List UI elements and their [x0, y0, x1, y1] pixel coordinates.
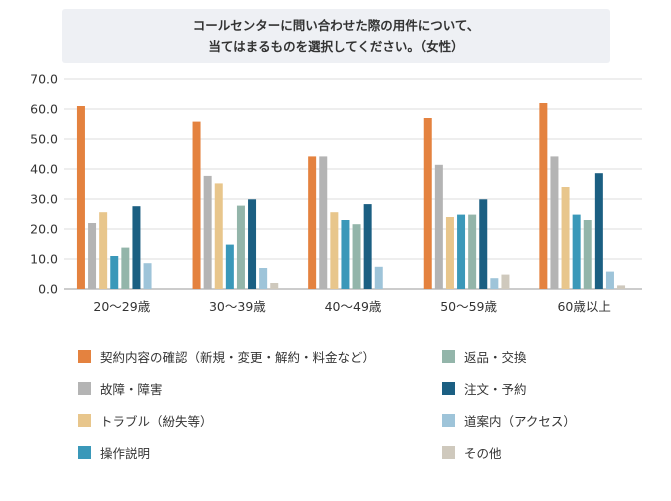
- legend-item: 故障・障害: [78, 379, 163, 398]
- legend-label: 故障・障害: [100, 382, 163, 397]
- y-tick-label: 50.0: [30, 132, 58, 147]
- bar: [605, 271, 614, 289]
- legend-label: 道案内（アクセス）: [464, 414, 576, 429]
- bar: [468, 214, 477, 289]
- legend-item: その他: [442, 443, 502, 462]
- bar: [236, 205, 245, 289]
- bar: [308, 156, 317, 289]
- bar: [374, 266, 383, 289]
- bar: [539, 103, 548, 289]
- bar: [352, 224, 361, 289]
- y-tick-label: 40.0: [30, 162, 58, 177]
- y-tick-label: 20.0: [30, 222, 58, 237]
- legend-item: トラブル（紛失等）: [78, 411, 213, 430]
- bar: [143, 263, 152, 289]
- bar: [445, 217, 454, 289]
- bar: [259, 268, 268, 289]
- chart-title: コールセンターに問い合わせた際の用件について、 当てはまるものを選択してください…: [62, 9, 610, 63]
- bar: [110, 256, 119, 289]
- bar: [594, 173, 603, 289]
- y-tick-label: 70.0: [30, 72, 58, 87]
- bar: [319, 156, 328, 289]
- bar: [76, 106, 85, 289]
- bar: [225, 244, 234, 289]
- legend-swatch: [442, 382, 455, 395]
- bar: [490, 278, 499, 289]
- x-tick-label: 30〜39歳: [209, 299, 266, 314]
- chart-legend: 契約内容の確認（新規・変更・解約・料金など） 返品・交換故障・障害 注文・予約トラブ…: [78, 345, 638, 475]
- legend-swatch: [78, 414, 91, 427]
- chart-title-line-2: 当てはまるものを選択してください。（女性）: [208, 39, 464, 54]
- legend-item: 操作説明: [78, 443, 150, 462]
- bar: [501, 274, 510, 289]
- legend-label: 契約内容の確認（新規・変更・解約・料金など）: [100, 350, 376, 365]
- chart-title-line-1: コールセンターに問い合わせた際の用件について、: [192, 18, 480, 33]
- legend-label: 返品・交換: [464, 350, 527, 365]
- x-tick-label: 60歳以上: [557, 299, 610, 314]
- x-tick-label: 20〜29歳: [93, 299, 150, 314]
- legend-label: 注文・予約: [464, 382, 527, 397]
- bar: [132, 206, 141, 289]
- legend-swatch: [442, 414, 455, 427]
- legend-item: 契約内容の確認（新規・変更・解約・料金など）: [78, 347, 375, 366]
- legend-item: 返品・交換: [442, 347, 527, 366]
- x-tick-label: 40〜49歳: [325, 299, 382, 314]
- y-tick-label: 0.0: [38, 282, 58, 297]
- legend-swatch: [78, 350, 91, 363]
- bar: [583, 220, 592, 289]
- bar: [248, 199, 257, 289]
- bar: [572, 214, 581, 289]
- bar: [214, 183, 223, 289]
- bar: [561, 187, 570, 289]
- bar: [423, 118, 432, 289]
- y-tick-label: 60.0: [30, 102, 58, 117]
- bar: [363, 204, 372, 289]
- legend-swatch: [442, 446, 455, 459]
- legend-item: 注文・予約: [442, 379, 527, 398]
- bar: [617, 285, 626, 289]
- bar: [434, 164, 443, 289]
- bar: [121, 247, 130, 289]
- y-tick-label: 30.0: [30, 192, 58, 207]
- legend-label: 操作説明: [100, 446, 151, 461]
- bar: [99, 212, 108, 289]
- bar: [479, 199, 488, 289]
- bar-chart: 0.0 10.0 20.0 30.0 40.0 50.0 60.0 70.0 20〜29歳 30〜…: [30, 72, 642, 314]
- bar: [341, 220, 350, 289]
- legend-swatch: [78, 382, 91, 395]
- y-tick-label: 10.0: [30, 252, 58, 267]
- bar: [550, 156, 559, 289]
- bar: [330, 212, 339, 289]
- bar: [203, 175, 212, 289]
- legend-swatch: [78, 446, 91, 459]
- bar: [88, 223, 97, 289]
- legend-swatch: [442, 350, 455, 363]
- bar: [270, 283, 279, 289]
- legend-label: その他: [464, 446, 502, 461]
- legend-label: トラブル（紛失等）: [100, 414, 213, 429]
- bar: [192, 121, 201, 289]
- bar: [457, 214, 466, 289]
- x-tick-label: 50〜59歳: [440, 299, 497, 314]
- legend-item: 道案内（アクセス）: [442, 411, 576, 430]
